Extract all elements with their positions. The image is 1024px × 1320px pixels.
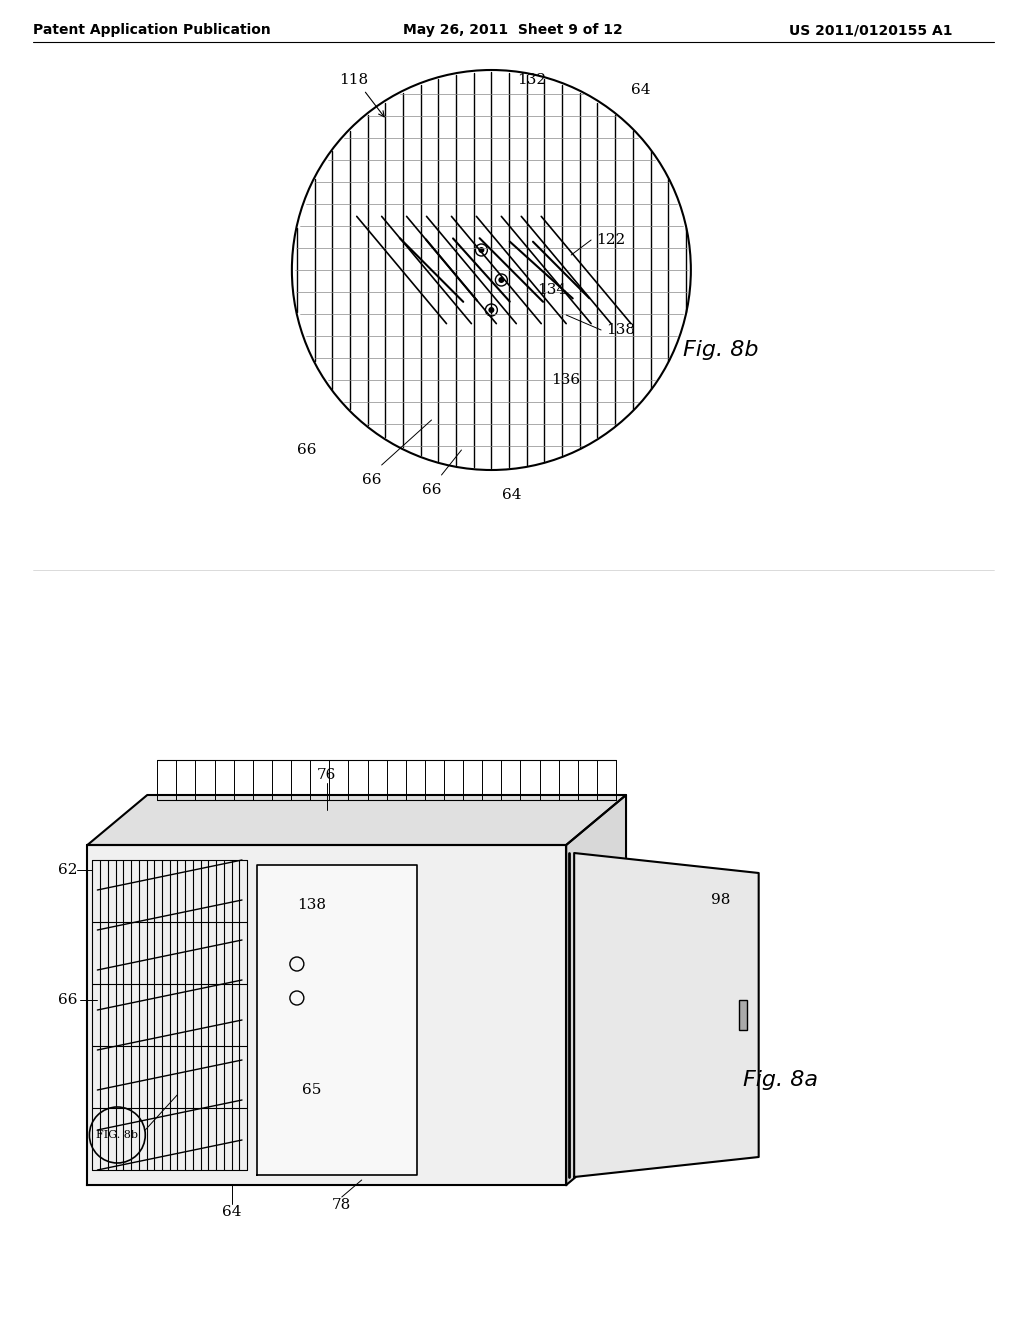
Text: 64: 64: [631, 83, 650, 96]
Text: 65: 65: [302, 1082, 322, 1097]
Text: 66: 66: [297, 444, 316, 457]
Text: US 2011/0120155 A1: US 2011/0120155 A1: [788, 22, 952, 37]
Polygon shape: [566, 795, 626, 1185]
Text: 122: 122: [596, 234, 626, 247]
Circle shape: [488, 308, 495, 313]
Text: May 26, 2011  Sheet 9 of 12: May 26, 2011 Sheet 9 of 12: [403, 22, 624, 37]
Polygon shape: [574, 853, 759, 1177]
Polygon shape: [87, 845, 566, 1185]
Text: Patent Application Publication: Patent Application Publication: [34, 22, 271, 37]
Text: 66: 66: [422, 483, 441, 498]
Text: 64: 64: [502, 488, 521, 502]
Text: 138: 138: [297, 898, 327, 912]
Text: 66: 66: [57, 993, 77, 1007]
Text: 134: 134: [537, 282, 566, 297]
Text: 136: 136: [552, 374, 581, 387]
Text: Fig. 8a: Fig. 8a: [743, 1071, 818, 1090]
Text: 78: 78: [332, 1199, 351, 1212]
Text: Fig. 8b: Fig. 8b: [683, 341, 759, 360]
Bar: [738, 1001, 746, 1030]
Text: 62: 62: [57, 863, 77, 876]
Text: 66: 66: [361, 473, 381, 487]
Text: 76: 76: [317, 768, 337, 781]
Text: 132: 132: [517, 73, 546, 87]
Polygon shape: [87, 795, 626, 845]
Text: 98: 98: [711, 894, 730, 907]
Text: FIG. 8b: FIG. 8b: [96, 1130, 138, 1140]
Text: 138: 138: [606, 323, 636, 337]
Polygon shape: [257, 865, 417, 1175]
Circle shape: [499, 277, 505, 282]
Text: 64: 64: [222, 1205, 242, 1218]
Text: 118: 118: [339, 73, 369, 87]
Circle shape: [478, 247, 484, 253]
